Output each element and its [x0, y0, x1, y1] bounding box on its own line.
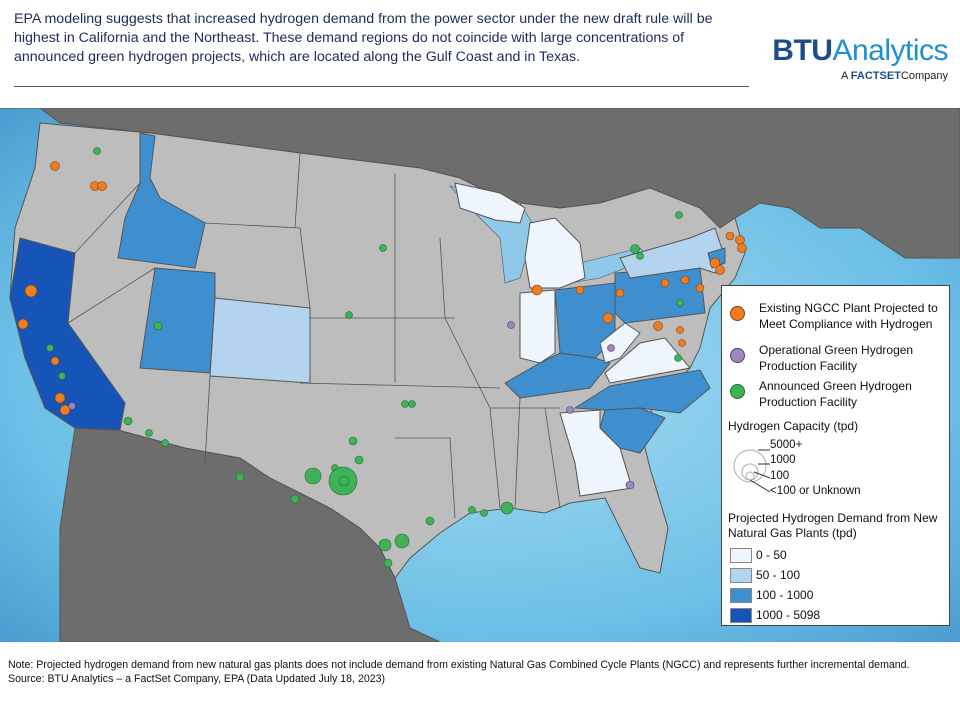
logo-btu: BTU [772, 34, 833, 67]
header: EPA modeling suggests that increased hyd… [14, 10, 749, 87]
state-colorado [209, 297, 311, 384]
demand-swatch-1 [730, 568, 752, 583]
logo-subtitle: A FACTSETCompany [841, 70, 948, 82]
orange-dot-icon [730, 306, 745, 321]
capacity-100: 100 [770, 470, 790, 482]
footer-note: Note: Projected hydrogen demand from new… [8, 659, 910, 671]
demand-swatch-2 [730, 588, 752, 603]
demand-label-3: 1000 - 5098 [756, 608, 821, 622]
state-georgia [559, 409, 633, 497]
header-text: EPA modeling suggests that increased hyd… [14, 11, 713, 65]
logo-factset: FACTSET [850, 70, 901, 82]
map-legend: Existing NGCC Plant Projected to Meet Co… [721, 285, 950, 626]
demand-label-1: 50 - 100 [756, 568, 801, 582]
state-virginia [604, 337, 691, 384]
footer-source: Source: BTU Analytics – a FactSet Compan… [8, 673, 386, 685]
demand-label-2: 100 - 1000 [756, 588, 814, 602]
demand-title: Projected Hydrogen Demand from New Natur… [728, 511, 938, 540]
capacity-1000: 1000 [770, 454, 796, 466]
announced-facilities [46, 147, 684, 568]
capacity-title: Hydrogen Capacity (tpd) [728, 419, 859, 433]
state-idaho [117, 132, 206, 269]
capacity-5000: 5000+ [770, 439, 803, 451]
logo-analytics: Analytics [832, 34, 948, 67]
capacity-size-icon [733, 449, 771, 493]
ngcc-plants [17, 161, 747, 416]
legend-operational: Operational Green Hydrogen Production Fa… [730, 342, 949, 374]
state-california [9, 237, 126, 431]
legend-ngcc: Existing NGCC Plant Projected to Meet Co… [730, 300, 949, 332]
capacity-unknown: <100 or Unknown [770, 485, 861, 497]
state-michigan [524, 217, 586, 289]
demand-label-0: 0 - 50 [756, 548, 787, 562]
state-kentucky [504, 352, 611, 399]
purple-dot-icon [730, 348, 745, 363]
legend-announced: Announced Green Hydrogen Production Faci… [730, 378, 949, 410]
btu-analytics-logo: BTUAnalytics A FACTSETCompany [748, 34, 948, 83]
state-pennsylvania [614, 267, 706, 324]
state-borders [67, 152, 561, 519]
state-indiana [519, 289, 556, 364]
state-wisconsin-upper [454, 182, 526, 224]
green-dot-icon [730, 384, 745, 399]
demand-swatch-3 [730, 608, 752, 623]
demand-swatch-0 [730, 548, 752, 563]
footer: Note: Projected hydrogen demand from new… [8, 658, 948, 686]
state-west-virginia [599, 322, 641, 364]
operational-facilities [68, 321, 635, 490]
